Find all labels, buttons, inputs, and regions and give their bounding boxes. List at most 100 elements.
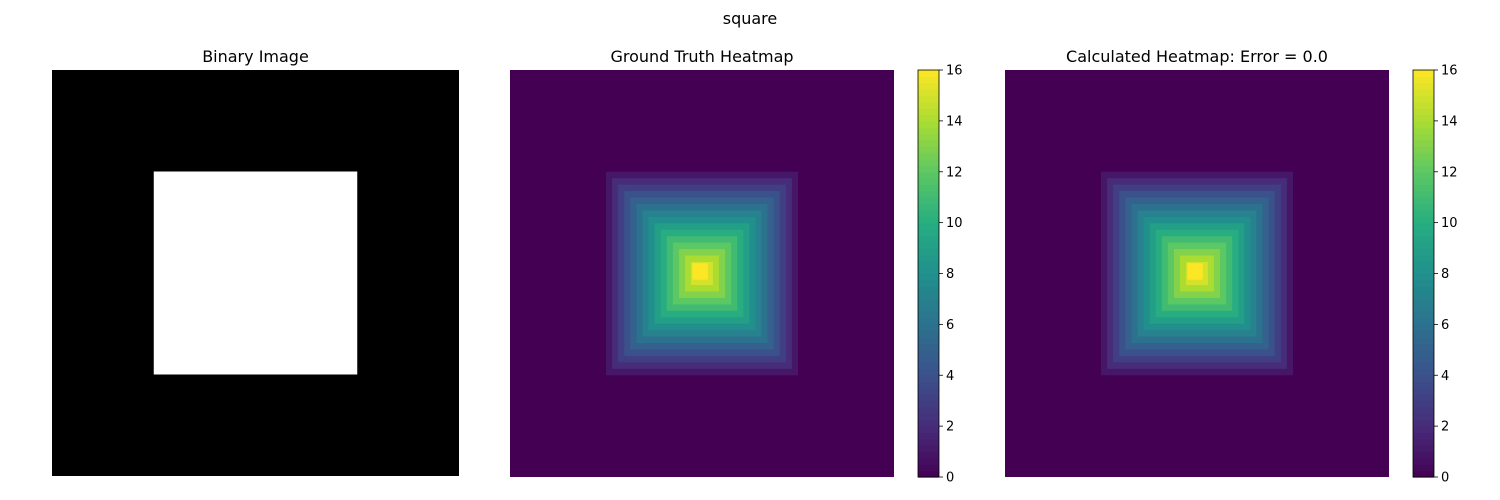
colorbar-segment (1413, 349, 1434, 357)
colorbar-segment (918, 464, 939, 472)
colorbar-segment (918, 114, 939, 122)
colorbar-segment (918, 318, 939, 325)
colorbar-segment (918, 419, 939, 427)
colorbar-segment (1413, 445, 1434, 453)
heatmap-level (1187, 263, 1203, 280)
colorbar-segment (918, 267, 939, 275)
colorbar-segment (1413, 108, 1434, 116)
panel-binary-image: Binary Image (52, 47, 459, 476)
colorbar-segment (1413, 387, 1434, 395)
ground-truth-heatmap (510, 70, 894, 477)
colorbar-segment (1413, 152, 1434, 160)
colorbar-segment (1413, 432, 1434, 440)
colorbar-segment (918, 368, 939, 376)
colorbar-segment (1413, 381, 1434, 389)
colorbar-segment (918, 89, 939, 97)
colorbar-segment (1413, 178, 1434, 186)
colorbar-segment (1413, 203, 1434, 211)
colorbar-segment (918, 381, 939, 389)
colorbar-segment (1413, 241, 1434, 249)
colorbar-tick-label: 6 (946, 318, 954, 333)
colorbar-tick-label: 14 (946, 114, 963, 129)
colorbar-segment (1413, 356, 1434, 364)
colorbar-segment (918, 413, 939, 421)
colorbar-segment (918, 305, 939, 313)
colorbar-segment (1413, 101, 1434, 109)
colorbar-segment (918, 108, 939, 116)
figure-title: square (723, 9, 778, 28)
colorbar-segment (918, 70, 939, 77)
colorbar-segment (1413, 337, 1434, 345)
colorbar-segment (918, 438, 939, 446)
colorbar-segment (1413, 114, 1434, 122)
colorbar-segment (918, 146, 939, 154)
colorbar-segment (1413, 330, 1434, 338)
colorbar-segment (918, 178, 939, 186)
colorbar-tick-label: 2 (946, 420, 954, 435)
panel-calculated: Calculated Heatmap: Error = 0.0 0 2 4 6 8 10 1… (1005, 47, 1458, 486)
colorbar: 0 2 4 6 8 10 12 14 16 (1412, 64, 1458, 486)
colorbar-segment (918, 400, 939, 408)
colorbar-segment (1413, 146, 1434, 154)
colorbar-segment (1413, 159, 1434, 166)
colorbar-tick-label: 4 (946, 369, 954, 384)
calculated-heatmap (1005, 70, 1389, 477)
colorbar-segment (918, 298, 939, 306)
colorbar-tick-label: 4 (1441, 369, 1449, 384)
colorbar-segment (918, 407, 939, 415)
colorbar-segment (1413, 235, 1434, 243)
colorbar-segment (1413, 260, 1434, 268)
colorbar-segment (918, 248, 939, 256)
colorbar-tick-label: 12 (1441, 165, 1458, 180)
colorbar-segment (918, 209, 939, 217)
colorbar-segment (918, 387, 939, 395)
colorbar-segment (1413, 368, 1434, 376)
heatmap-level (692, 263, 708, 280)
colorbar-segment (1413, 400, 1434, 408)
colorbar-segment (1413, 407, 1434, 415)
colorbar-tick-label: 14 (1441, 114, 1458, 129)
colorbar-segment (1413, 362, 1434, 370)
panel-ground-truth: Ground Truth Heatmap 0 2 4 6 8 10 12 14 16 (510, 47, 963, 486)
foreground-square (153, 171, 358, 375)
colorbar-segment (1413, 318, 1434, 325)
colorbar-segment (1413, 438, 1434, 446)
colorbar-segment (918, 337, 939, 345)
colorbar-segment (1413, 165, 1434, 173)
colorbar-segment (1413, 254, 1434, 262)
colorbar: 0 2 4 6 8 10 12 14 16 (917, 64, 963, 486)
colorbar-tick-label: 0 (946, 471, 954, 486)
colorbar-segment (918, 101, 939, 109)
colorbar-segment (1413, 133, 1434, 141)
colorbar-segment (1413, 292, 1434, 300)
colorbar-tick-label: 10 (946, 216, 963, 231)
colorbar-segment (918, 152, 939, 160)
colorbar-segment (918, 184, 939, 192)
colorbar-segment (918, 82, 939, 90)
colorbar-segment (1413, 457, 1434, 465)
colorbar-segment (918, 330, 939, 338)
colorbar-segment (918, 254, 939, 262)
colorbar-segment (1413, 311, 1434, 319)
colorbar-segment (918, 127, 939, 135)
colorbar-segment (918, 159, 939, 166)
colorbar-segment (1413, 95, 1434, 103)
colorbar-segment (1413, 70, 1434, 77)
colorbar-segment (1413, 197, 1434, 205)
colorbar-segment (1413, 375, 1434, 383)
colorbar-tick-label: 6 (1441, 318, 1449, 333)
colorbar-segment (1413, 76, 1434, 84)
colorbar-segment (1413, 127, 1434, 135)
colorbar-segment (1413, 451, 1434, 459)
colorbar-segment (918, 451, 939, 459)
colorbar-segment (918, 432, 939, 440)
colorbar-segment (1413, 89, 1434, 97)
colorbar-segment (918, 343, 939, 351)
colorbar-segment (918, 241, 939, 249)
colorbar-segment (1413, 343, 1434, 351)
colorbar-segment (1413, 298, 1434, 306)
colorbar-segment (918, 228, 939, 236)
colorbar-segment (918, 222, 939, 230)
colorbar-segment (918, 273, 939, 281)
